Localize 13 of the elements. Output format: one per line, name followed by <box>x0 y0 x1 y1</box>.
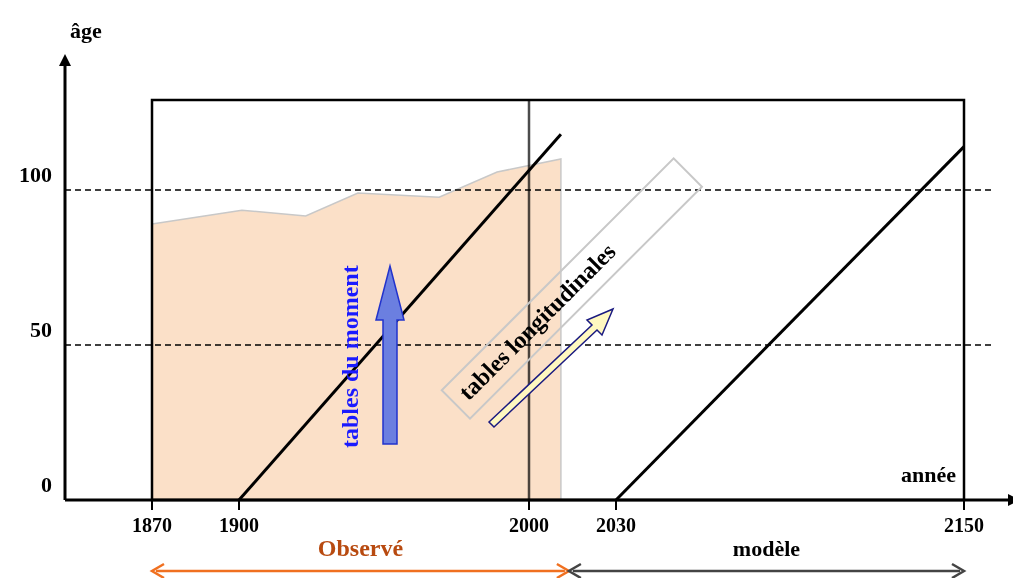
x-tick-label: 1870 <box>132 514 172 536</box>
x-tick-label: 2150 <box>944 514 984 536</box>
y-tick-label: 100 <box>19 162 52 187</box>
y-tick-label: 0 <box>41 472 52 497</box>
x-axis-title: année <box>901 462 957 487</box>
x-tick-label: 1900 <box>219 514 259 536</box>
annotation: tables du moment <box>337 265 363 448</box>
text: Observé <box>317 535 404 561</box>
x-tick-label: 2000 <box>509 514 549 536</box>
x-tick-label: 2030 <box>596 514 636 536</box>
y-axis-title: âge <box>70 18 102 43</box>
text: modèle <box>732 536 801 561</box>
y-tick-label: 50 <box>30 317 52 342</box>
